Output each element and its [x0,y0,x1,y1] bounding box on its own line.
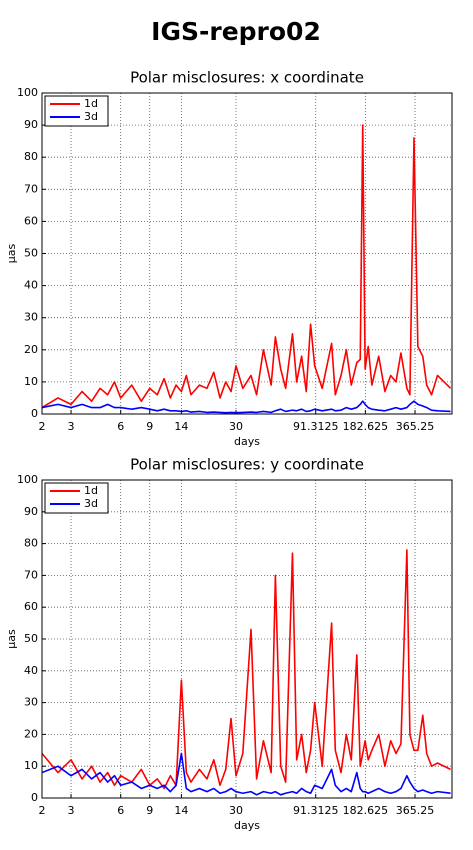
x-tick-label: 30 [229,420,243,433]
series-line [41,752,451,796]
y-tick-label: 40 [24,279,38,292]
y-tick-label: 20 [24,343,38,356]
x-axis-label: days [234,435,260,448]
y-tick-label: 10 [24,759,38,772]
x-tick-label: 14 [174,420,188,433]
x-tick-label: 9 [146,420,153,433]
y-tick-label: 20 [24,727,38,740]
x-tick-label: 14 [174,804,188,817]
legend-label: 3d [84,497,98,510]
y-tick-label: 70 [24,568,38,581]
y-tick-label: 60 [24,214,38,227]
x-tick-label: 3 [68,804,75,817]
y-tick-label: 0 [31,407,38,420]
x-tick-label: 182.625 [343,420,389,433]
y-tick-label: 100 [17,86,38,99]
chart-title: Polar misclosures: x coordinate [130,69,364,87]
plot-frame [41,92,453,415]
x-tick-label: 6 [117,804,124,817]
legend-label: 1d [84,484,98,497]
y-tick-label: 0 [31,791,38,804]
y-tick-label: 80 [24,150,38,163]
x-axis-label: days [234,819,260,832]
y-tick-label: 10 [24,375,38,388]
y-tick-label: 50 [24,247,38,260]
x-tick-label: 182.625 [343,804,389,817]
y-tick-label: 100 [17,473,38,486]
y-tick-label: 60 [24,600,38,613]
x-tick-label: 2 [39,804,46,817]
legend-label: 3d [84,110,98,123]
y-tick-label: 90 [24,505,38,518]
y-tick-label: 80 [24,537,38,550]
x-tick-label: 91.3125 [293,804,339,817]
chart-title: Polar misclosures: y coordinate [130,456,364,474]
x-tick-label: 365.25 [396,420,435,433]
y-axis-label: μas [5,244,18,264]
y-tick-label: 50 [24,632,38,645]
series-line [41,124,452,409]
legend-label: 1d [84,97,98,110]
x-tick-label: 6 [117,420,124,433]
y-tick-label: 90 [24,118,38,131]
page-title: IGS-repro02 [151,17,321,46]
x-tick-label: 91.3125 [293,420,339,433]
x-tick-label: 9 [146,804,153,817]
y-tick-label: 40 [24,664,38,677]
x-tick-label: 30 [229,804,243,817]
y-tick-label: 30 [24,696,38,709]
x-tick-label: 3 [68,420,75,433]
legend-box [44,482,109,514]
y-tick-label: 70 [24,182,38,195]
x-tick-label: 2 [39,420,46,433]
y-tick-label: 30 [24,311,38,324]
legend-box [44,95,109,127]
series-line [41,549,451,790]
plot-frame [41,479,453,799]
y-axis-label: μas [5,629,18,649]
series-line [41,400,451,414]
x-tick-label: 365.25 [396,804,435,817]
